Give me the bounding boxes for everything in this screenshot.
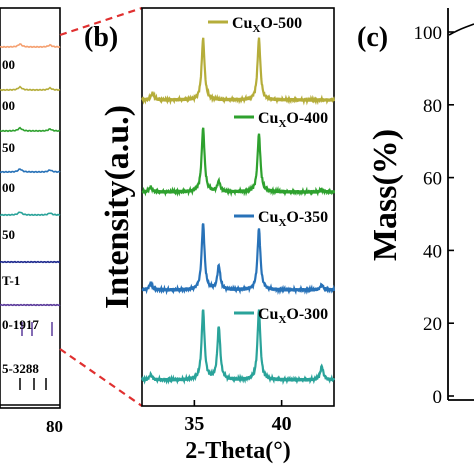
connector-top bbox=[59, 6, 143, 37]
legend-label: CuXO-400 bbox=[258, 110, 328, 130]
panel-a-label-1: 00 bbox=[2, 57, 15, 72]
trace-o-400 bbox=[141, 127, 336, 198]
panel-a-trace bbox=[0, 42, 61, 49]
panel-a-trace bbox=[0, 168, 61, 174]
panel-a-trace bbox=[0, 260, 61, 264]
panel-b-x-tick-label: 40 bbox=[272, 413, 292, 435]
legend-label: CuXO-500 bbox=[232, 15, 302, 35]
trace-o-500 bbox=[141, 37, 336, 106]
zoom-connectors bbox=[59, 6, 143, 407]
panel-a-trace bbox=[0, 211, 61, 217]
panel-a-label-6: T-1 bbox=[2, 273, 20, 288]
panel-b-frame bbox=[141, 7, 335, 407]
panel-a-label-3: 50 bbox=[2, 140, 15, 155]
panel-a-frame bbox=[0, 7, 61, 409]
panel-b: (b) Intensity(a.u.) 2-Theta(°) 35 40 CuXO… bbox=[84, 7, 336, 464]
panel-b-title: (b) bbox=[84, 22, 118, 53]
panel-c-y-tick-label: 40 bbox=[423, 241, 442, 262]
panel-c-y-tick-label: 20 bbox=[423, 314, 442, 335]
panel-a-traces bbox=[0, 42, 61, 406]
panel-a-label-4: 00 bbox=[2, 180, 15, 195]
panel-c: (c) Mass(%) 0 20 40 60 80 100 bbox=[357, 8, 474, 408]
panel-a-x-tick: 80 bbox=[46, 417, 63, 436]
trace-o-350 bbox=[141, 223, 336, 296]
panel-b-legends: CuXO-500 CuXO-400 CuXO-350 CuXO-300 bbox=[208, 15, 328, 326]
panel-b-x-tick-label: 35 bbox=[184, 413, 204, 435]
panel-c-y-label: Mass(%) bbox=[367, 129, 404, 261]
trace-o-300 bbox=[141, 309, 336, 386]
panel-c-mass-curve bbox=[448, 23, 474, 36]
legend-label: CuXO-300 bbox=[258, 306, 328, 326]
panel-a-trace bbox=[0, 303, 61, 307]
legend-label: CuXO-350 bbox=[258, 209, 328, 229]
panel-c-y-tick-label: 100 bbox=[414, 23, 443, 44]
panel-c-y-tick-label: 0 bbox=[433, 387, 443, 408]
connector-bottom bbox=[59, 348, 143, 407]
panel-a: 00 00 50 00 50 T-1 0-1917 5-3288 80 bbox=[0, 7, 63, 436]
panel-a-labels: 00 00 50 00 50 T-1 0-1917 5-3288 bbox=[2, 57, 39, 376]
panel-b-ticks: 35 40 bbox=[184, 400, 292, 435]
panel-a-label-7: 0-1917 bbox=[2, 317, 39, 332]
panel-a-trace bbox=[0, 85, 61, 92]
panel-b-x-label: 2-Theta(°) bbox=[185, 438, 291, 464]
panel-a-label-8: 5-3288 bbox=[2, 361, 39, 376]
panel-c-y-tick-label: 80 bbox=[423, 96, 442, 117]
panel-a-label-2: 00 bbox=[2, 98, 15, 113]
panel-c-y-tick-label: 60 bbox=[423, 169, 442, 190]
panel-c-title: (c) bbox=[357, 22, 388, 53]
panel-c-ticks: 0 20 40 60 80 100 bbox=[414, 23, 454, 408]
panel-b-traces bbox=[141, 37, 336, 386]
panel-a-label-5: 50 bbox=[2, 227, 15, 242]
panel-a-trace bbox=[0, 126, 61, 133]
panel-b-y-label: Intensity(a.u.) bbox=[99, 105, 136, 309]
